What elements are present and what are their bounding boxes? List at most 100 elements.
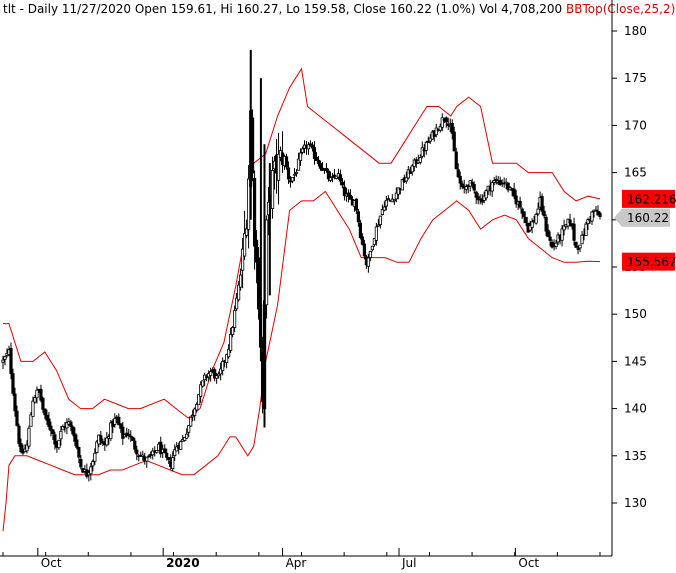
candle	[368, 250, 372, 262]
chart-header: tlt - Daily 11/27/2020 Open 159.61, Hi 1…	[3, 2, 675, 16]
candle	[147, 454, 151, 458]
candle	[225, 353, 229, 369]
candle	[340, 177, 345, 189]
candle	[446, 117, 450, 130]
candle	[294, 169, 299, 177]
y-tick-label: 135	[624, 449, 647, 463]
candle	[113, 413, 117, 428]
close-price-tag-label: 160.22	[627, 211, 669, 225]
candle	[382, 201, 386, 212]
y-tick-label: 170	[624, 118, 647, 132]
candle	[484, 189, 488, 201]
candle	[296, 152, 301, 171]
candle	[65, 418, 69, 435]
bollinger-bands	[2, 67, 601, 532]
y-tick-label: 140	[624, 402, 647, 416]
close-price-tag: 160.22	[614, 208, 670, 227]
candle	[191, 409, 195, 422]
price-candles	[1, 49, 602, 482]
candle	[490, 180, 494, 197]
lower-band-tag: 155.567	[622, 252, 676, 271]
candle	[514, 189, 518, 208]
candle	[580, 230, 584, 245]
candle	[213, 367, 217, 382]
candle	[179, 440, 183, 450]
candle	[233, 305, 237, 333]
candle	[229, 327, 233, 354]
candle	[163, 444, 167, 454]
candle	[29, 411, 33, 427]
candle	[404, 171, 408, 184]
candle	[374, 222, 378, 246]
candle	[270, 156, 275, 219]
candle	[195, 402, 199, 413]
candle	[49, 421, 53, 437]
candle	[470, 178, 474, 189]
candle	[306, 141, 311, 155]
candle	[173, 444, 177, 461]
candle	[348, 189, 353, 200]
candle	[434, 123, 438, 138]
candle	[15, 405, 19, 427]
candle	[31, 396, 35, 417]
candle	[550, 239, 554, 249]
candle	[354, 198, 359, 214]
candle	[256, 247, 261, 320]
candle	[99, 430, 103, 446]
candle	[554, 239, 558, 250]
candle	[380, 204, 384, 216]
candle	[464, 183, 468, 194]
candle	[574, 241, 578, 248]
candle	[576, 245, 580, 255]
candle	[11, 368, 15, 396]
candle	[396, 187, 400, 200]
candle	[318, 160, 323, 171]
candle	[252, 170, 257, 270]
candle	[386, 195, 390, 200]
candle	[338, 169, 343, 186]
candle	[472, 181, 476, 194]
candle	[175, 441, 179, 452]
x-tick-label: Jul	[401, 556, 416, 570]
candle	[506, 182, 510, 193]
candle	[185, 428, 189, 440]
candle	[145, 457, 149, 468]
candle	[133, 437, 137, 453]
candle	[376, 218, 380, 227]
candle	[1, 355, 5, 369]
candle	[219, 362, 223, 381]
candle	[197, 394, 201, 406]
candle	[326, 168, 331, 182]
candle	[27, 425, 31, 449]
candle	[560, 225, 564, 247]
candle	[127, 428, 131, 440]
candle	[342, 180, 347, 201]
candle	[426, 136, 430, 143]
upper-band-tag: 162.216	[622, 189, 676, 208]
y-tick-label: 165	[624, 166, 647, 180]
candle	[57, 439, 61, 450]
candle	[410, 164, 414, 176]
candle	[424, 140, 428, 155]
candle	[384, 195, 388, 211]
candle	[298, 148, 303, 166]
candle	[47, 412, 51, 430]
candle	[151, 447, 155, 460]
header-ohlc: - Daily 11/27/2020 Open 159.61, Hi 160.2…	[16, 2, 566, 16]
upper-band-line	[3, 67, 601, 419]
candle	[356, 209, 361, 227]
candle	[254, 230, 259, 284]
candle	[394, 187, 398, 203]
candle	[17, 423, 21, 447]
candle	[300, 146, 305, 155]
candle	[165, 448, 169, 461]
y-tick-label: 175	[624, 71, 647, 85]
candle	[43, 408, 47, 420]
candle	[292, 168, 297, 181]
candle	[79, 455, 83, 470]
candle	[420, 141, 424, 159]
candle	[59, 425, 63, 446]
candle	[71, 425, 75, 437]
candle	[400, 179, 404, 191]
